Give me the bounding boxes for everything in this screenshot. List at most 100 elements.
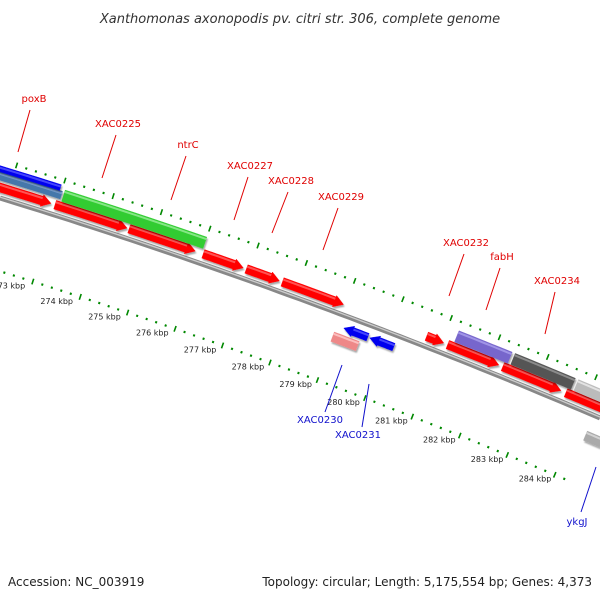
minor-tick — [527, 347, 530, 351]
map-title: Xanthomonas axonopodis pv. citri str. 30… — [99, 12, 500, 27]
gene-fwd-10 — [563, 388, 600, 413]
major-tick — [352, 277, 357, 284]
gene-label: ykgJ — [566, 517, 587, 528]
minor-tick — [420, 305, 424, 309]
minor-tick — [266, 247, 270, 251]
minor-tick — [488, 332, 492, 335]
minor-tick — [102, 191, 105, 195]
gene-arrow-highlight — [566, 389, 600, 406]
minor-tick — [515, 457, 519, 461]
minor-tick — [285, 254, 289, 258]
gene-arrow-body — [583, 430, 600, 448]
major-tick — [545, 353, 550, 361]
minor-tick — [382, 404, 386, 407]
minor-tick — [189, 220, 192, 224]
major-tick — [552, 471, 557, 478]
gene-label: poxB — [22, 94, 47, 105]
minor-tick — [429, 422, 433, 426]
minor-tick — [3, 271, 6, 275]
minor-tick — [391, 407, 395, 411]
minor-tick — [344, 389, 348, 393]
minor-tick — [179, 217, 183, 221]
minor-tick — [150, 207, 154, 211]
leader-line — [271, 191, 289, 234]
minor-tick — [218, 230, 221, 234]
minor-tick — [439, 426, 443, 430]
gene-fwd-2 — [53, 200, 128, 232]
gene-arrow-highlight — [64, 191, 207, 240]
gene-grey-2 — [573, 379, 600, 402]
minor-tick — [478, 328, 482, 331]
gene-arrow-highlight — [503, 363, 554, 386]
gene-labels: poxB XAC0225 ntrC XAC0227 XAC0228 XAC0229 XAC0… — [17, 94, 597, 528]
minor-tick — [335, 385, 338, 389]
minor-tick — [88, 298, 92, 302]
gene-arrow-highlight — [129, 225, 188, 247]
gene-arrow-highlight — [333, 332, 359, 345]
kbp-scale-labels: 273 kbp 274 kbp 275 kbp 276 kbp 277 kbp 278 k… — [0, 282, 551, 484]
gene-arrow-body — [563, 388, 600, 413]
minor-tick — [22, 277, 25, 280]
leader-line — [322, 207, 339, 251]
major-tick — [78, 293, 82, 300]
minor-tick — [333, 272, 337, 276]
minor-tick — [324, 268, 328, 272]
gene-arrow-body — [61, 189, 208, 249]
minor-tick — [584, 371, 588, 375]
leader-line — [544, 291, 556, 335]
minor-tick — [373, 400, 376, 404]
gene-arrow-body — [573, 379, 600, 402]
gene-XAC0231-b — [369, 335, 396, 352]
gene-features — [0, 165, 600, 448]
gene-arrow-highlight — [586, 432, 600, 440]
minor-tick — [524, 461, 528, 465]
minor-tick — [278, 364, 281, 368]
minor-tick — [562, 477, 566, 481]
major-tick — [14, 162, 19, 169]
minor-tick — [362, 283, 366, 286]
gene-label: XAC0234 — [534, 276, 580, 287]
gene-XAC0230 — [330, 331, 360, 351]
gene-label: XAC0232 — [443, 238, 489, 249]
minor-tick — [183, 330, 186, 334]
minor-tick — [145, 317, 148, 321]
minor-tick — [354, 393, 357, 396]
gene-arrow-highlight — [514, 354, 576, 382]
gene-ntrC — [61, 189, 208, 249]
inner-tick-track — [3, 271, 566, 481]
major-tick — [594, 374, 598, 381]
minor-tick — [240, 350, 243, 354]
gene-arrow-body — [330, 331, 360, 351]
minor-tick — [556, 359, 559, 363]
leader-line — [485, 267, 501, 311]
major-tick — [31, 278, 35, 285]
gene-label: XAC0225 — [95, 119, 141, 130]
backbone-band — [0, 195, 600, 421]
leader-line — [580, 466, 597, 513]
minor-tick — [507, 339, 511, 343]
minor-tick — [469, 324, 472, 328]
gene-arrow-highlight — [55, 201, 120, 224]
minor-tick — [164, 324, 167, 327]
minor-tick — [82, 185, 86, 189]
leader-line — [448, 253, 465, 297]
gene-fwd-8 — [445, 340, 500, 368]
gene-arrow-body — [454, 330, 513, 364]
minor-tick — [314, 265, 318, 268]
minor-tick — [259, 357, 262, 361]
minor-tick — [534, 465, 538, 469]
minor-tick — [227, 233, 231, 237]
leader-line — [101, 134, 117, 179]
minor-tick — [536, 351, 540, 355]
minor-tick — [92, 188, 96, 192]
gene-grey — [510, 353, 576, 390]
gene-label: XAC0227 — [227, 161, 273, 172]
minor-tick — [343, 275, 347, 279]
kbp-label: 283 kbp — [471, 455, 504, 464]
gene-fwd-3 — [127, 224, 196, 254]
minor-tick — [575, 367, 579, 371]
gene-label: XAC0230 — [297, 415, 343, 426]
major-tick — [457, 432, 462, 439]
major-tick — [125, 309, 130, 316]
